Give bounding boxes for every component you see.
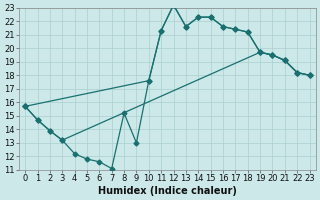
X-axis label: Humidex (Indice chaleur): Humidex (Indice chaleur) bbox=[98, 186, 237, 196]
